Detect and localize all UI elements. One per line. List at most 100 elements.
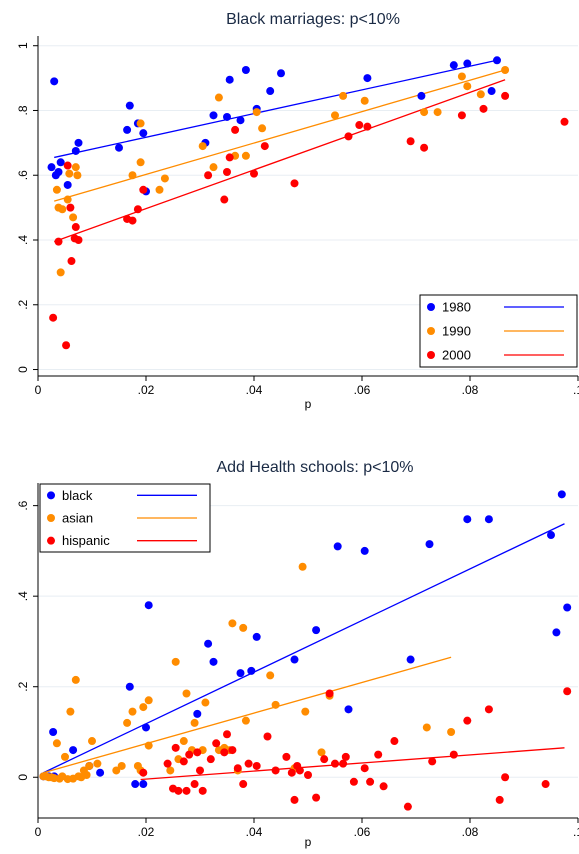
point-asian: [301, 707, 310, 716]
y-tick-label: 0: [16, 774, 30, 781]
x-tick-label: .06: [354, 825, 371, 839]
point-black: [139, 780, 148, 789]
point-hispanic: [198, 786, 207, 795]
point-asian: [241, 716, 250, 725]
point-black: [125, 682, 134, 691]
point-hispanic: [290, 795, 299, 804]
point-hispanic: [282, 752, 291, 761]
fit-line-black: [43, 523, 565, 774]
point-1980: [54, 168, 63, 176]
point-hispanic: [501, 773, 510, 782]
point-2000: [420, 143, 429, 152]
x-tick-label: .08: [462, 825, 479, 839]
legend-marker-black: [47, 491, 55, 500]
x-tick-label: 0: [35, 825, 42, 839]
point-black: [252, 632, 261, 641]
x-tick-label: .02: [138, 825, 155, 839]
point-hispanic: [179, 757, 188, 766]
point-asian: [66, 707, 75, 716]
point-hispanic: [139, 768, 148, 777]
point-2000: [231, 125, 240, 134]
point-asian: [52, 739, 61, 748]
point-hispanic: [171, 743, 180, 752]
point-hispanic: [220, 748, 229, 757]
point-1980: [241, 66, 250, 74]
point-hispanic: [228, 746, 237, 755]
point-2000: [457, 111, 466, 120]
fit-lines: [43, 523, 565, 781]
point-1990: [155, 185, 164, 194]
point-2000: [204, 171, 213, 180]
point-2000: [66, 203, 75, 212]
point-1980: [125, 101, 134, 110]
point-asian: [228, 619, 237, 628]
legend-label-black: black: [62, 488, 93, 503]
point-1990: [209, 163, 218, 172]
point-1980: [449, 61, 458, 70]
fit-lines: [53, 59, 506, 243]
point-2000: [290, 179, 299, 188]
point-black: [142, 723, 150, 732]
point-black: [333, 542, 342, 551]
point-hispanic: [196, 766, 204, 775]
point-hispanic: [190, 780, 199, 789]
point-asian: [271, 700, 280, 709]
point-2000: [501, 91, 510, 100]
point-asian: [422, 723, 431, 732]
point-hispanic: [541, 780, 550, 789]
y-tick-label: .6: [16, 500, 30, 510]
point-asian: [144, 696, 153, 705]
point-1980: [223, 112, 231, 121]
point-hispanic: [449, 750, 458, 759]
y-tick-label: .6: [16, 170, 30, 180]
point-black: [344, 705, 353, 714]
point-asian: [71, 675, 80, 684]
point-2000: [406, 137, 415, 146]
point-black: [193, 709, 202, 718]
fit-line-2000: [53, 79, 506, 243]
point-black: [144, 601, 153, 610]
point-black: [563, 603, 572, 612]
point-asian: [298, 562, 307, 571]
point-1980: [47, 163, 56, 172]
point-1980: [56, 158, 65, 167]
axes: 0 .2 .4 .6 0 .02 .04 .06 .08 .1: [16, 483, 579, 839]
point-hispanic: [212, 739, 221, 748]
fit-line-1990: [54, 69, 506, 202]
point-asian: [144, 741, 153, 750]
point-1990: [214, 93, 223, 102]
data-points: [39, 490, 572, 811]
point-2000: [139, 185, 148, 194]
point-asian: [93, 759, 102, 768]
x-tick-label: .02: [138, 383, 155, 397]
chart-add-health-schools: Add Health schools: p<10% 0 .2 .4 .6 0 .02 .04…: [16, 459, 579, 849]
point-1990: [433, 108, 442, 117]
y-tick-label: .4: [16, 591, 30, 601]
y-tick-label: .4: [16, 235, 30, 245]
fit-line-1980: [54, 59, 498, 159]
point-1980: [363, 74, 372, 83]
point-asian: [447, 727, 456, 736]
point-2000: [260, 142, 269, 151]
gridlines: [38, 45, 578, 371]
point-1990: [339, 91, 348, 100]
point-1980: [50, 77, 59, 86]
point-hispanic: [428, 757, 437, 766]
point-2000: [128, 216, 137, 225]
x-axis-label: p: [305, 835, 312, 849]
point-hispanic: [239, 780, 248, 789]
point-hispanic: [174, 786, 183, 795]
point-1990: [69, 213, 78, 222]
point-hispanic: [366, 777, 375, 786]
point-hispanic: [312, 793, 321, 802]
point-asian: [317, 748, 326, 757]
point-black: [360, 546, 369, 555]
y-tick-label: .8: [16, 105, 30, 115]
point-2000: [479, 104, 488, 113]
point-black: [463, 515, 472, 524]
point-1980: [487, 87, 496, 96]
point-hispanic: [563, 687, 572, 696]
point-1980: [277, 69, 285, 78]
point-1990: [241, 151, 250, 160]
